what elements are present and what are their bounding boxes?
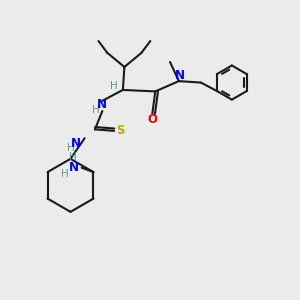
Text: N: N xyxy=(175,69,185,82)
Text: N: N xyxy=(71,137,81,150)
Text: H: H xyxy=(67,143,74,153)
Text: O: O xyxy=(147,113,158,127)
Text: N: N xyxy=(97,98,107,111)
Text: H: H xyxy=(69,152,77,162)
Text: N: N xyxy=(69,161,79,174)
Text: S: S xyxy=(116,124,125,137)
Text: H: H xyxy=(92,105,100,115)
Text: H: H xyxy=(110,81,117,92)
Text: H: H xyxy=(61,169,69,178)
